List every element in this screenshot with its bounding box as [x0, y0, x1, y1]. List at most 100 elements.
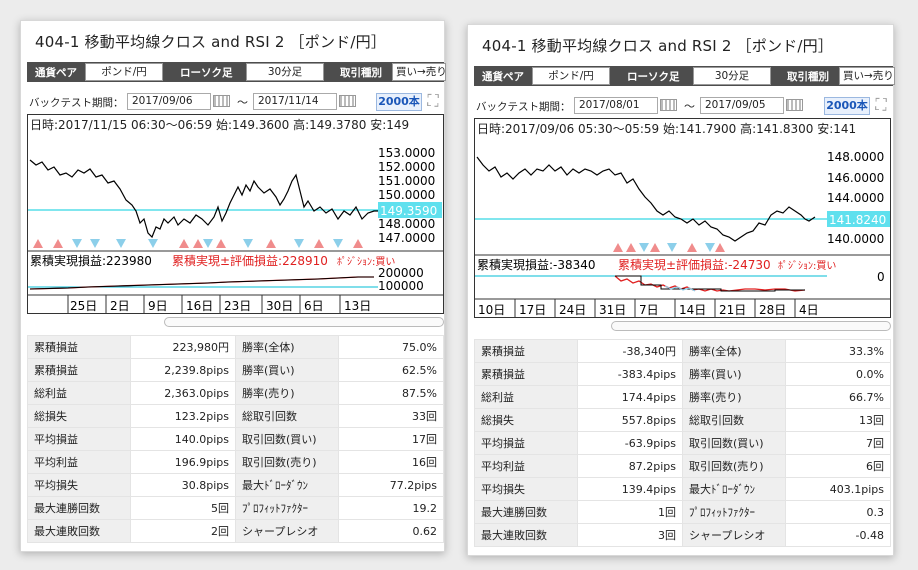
stat-value: 87.5% — [338, 381, 444, 405]
stat-value: 33.3% — [785, 339, 891, 363]
stat-key: 総取引回数 — [682, 408, 786, 432]
expand-icon[interactable]: ⛶ — [875, 95, 887, 114]
stats-row: 最大連勝回数 1回 ﾌﾟﾛﾌｨｯﾄﾌｧｸﾀｰ 0.3 — [474, 500, 891, 524]
sell-marker — [705, 243, 715, 252]
stats-row: 平均損益 -63.9pips 取引回数(買い) 7回 — [474, 431, 891, 455]
sell-marker — [116, 239, 126, 248]
backtest-period-row: バックテスト期間： 2017/09/06 〜 2017/11/14 2000本 … — [27, 91, 442, 113]
buy-marker — [33, 239, 43, 248]
stats-row: 累積損益 -383.4pips 勝率(買い) 0.0% — [474, 362, 891, 386]
chart-svg: 148.0000 146.0000 144.0000 140.0000 141.… — [475, 150, 890, 317]
stat-key: シャープレシオ — [235, 519, 339, 543]
sell-marker — [148, 239, 158, 248]
stat-value: 0.0% — [785, 362, 891, 386]
buy-marker — [216, 239, 226, 248]
price-line — [476, 156, 816, 242]
stat-key: 平均損失 — [474, 477, 578, 501]
candle-select[interactable]: 30分足 — [693, 67, 771, 85]
stat-value: -38,340円 — [577, 339, 683, 363]
stats-table: 累積損益 223,980円 勝率(全体) 75.0% 累積損益 2,239.8pips 勝率… — [27, 335, 444, 543]
date-tick: 10日 — [478, 303, 505, 317]
pnl-axis-label: 100000 — [378, 279, 424, 293]
date-tick: 16日 — [186, 299, 213, 313]
expand-icon[interactable]: ⛶ — [427, 91, 439, 110]
date-from-input[interactable]: 2017/08/01 — [574, 97, 658, 114]
calendar-icon[interactable] — [660, 99, 677, 111]
stat-key: 取引回数(売り) — [235, 450, 339, 474]
date-tick: 6日 — [304, 299, 324, 313]
panel-title: 404-1 移動平均線クロス and RSI 2 ［ポンド/円］ — [482, 37, 834, 55]
stat-key: 総損失 — [474, 408, 578, 432]
stat-key: 勝率(買い) — [682, 362, 786, 386]
stats-row: 総利益 2,363.0pips 勝率(売り) 87.5% — [27, 381, 444, 405]
stat-value: 87.2pips — [577, 454, 683, 478]
stat-value: 7回 — [785, 431, 891, 455]
price-axis-label: 146.0000 — [827, 171, 884, 185]
date-tick: 14日 — [679, 303, 706, 317]
settings-bar: 通貨ペア ポンド/円 ローソク足 30分足 取引種別 買い→売り — [27, 62, 446, 82]
buy-marker — [626, 243, 636, 252]
position-label: ﾎﾟｼﾞｼｮﾝ:買い — [337, 256, 395, 268]
stat-key: 累積損益 — [27, 335, 131, 359]
stats-row: 平均損失 139.4pips 最大ﾄﾞﾛｰﾀﾞｳﾝ 403.1pips — [474, 477, 891, 501]
stat-value: 557.8pips — [577, 408, 683, 432]
stat-value: -63.9pips — [577, 431, 683, 455]
pnl-label: 累積実現損益:223980 — [30, 253, 152, 268]
pair-select[interactable]: ポンド/円 — [85, 63, 163, 81]
stat-key: ﾌﾟﾛﾌｨｯﾄﾌｧｸﾀｰ — [235, 496, 339, 520]
stat-key: 勝率(全体) — [682, 339, 786, 363]
stat-key: 総利益 — [27, 381, 131, 405]
stats-row: 平均利益 87.2pips 取引回数(売り) 6回 — [474, 454, 891, 478]
backtest-period-row: バックテスト期間： 2017/08/01 〜 2017/09/05 2000本 … — [474, 95, 891, 117]
stat-value: 2回 — [130, 519, 236, 543]
trade-markers — [613, 243, 725, 252]
stats-table: 累積損益 -38,340円 勝率(全体) 33.3% 累積損益 -383.4pips 勝率(… — [474, 339, 891, 547]
date-tick: 30日 — [266, 299, 293, 313]
stat-value: -383.4pips — [577, 362, 683, 386]
stats-row: 平均損益 140.0pips 取引回数(買い) 17回 — [27, 427, 444, 451]
stat-key: 取引回数(売り) — [682, 454, 786, 478]
chart-svg: 153.0000 152.0000 151.0000 150.0000 148.… — [28, 146, 443, 313]
backtest-panel-left: 404-1 移動平均線クロス and RSI 2 ［ポンド/円］ 通貨ペア ポン… — [20, 20, 446, 552]
trade-type-select[interactable]: 買い→売り — [392, 63, 446, 81]
candle-select[interactable]: 30分足 — [246, 63, 324, 81]
buy-marker — [193, 239, 203, 248]
buy-marker — [53, 239, 63, 248]
calendar-icon[interactable] — [786, 99, 803, 111]
trade-type-label: 取引種別 — [787, 71, 829, 83]
stat-value: 5回 — [130, 496, 236, 520]
date-to-input[interactable]: 2017/11/14 — [253, 93, 337, 110]
chart-scrollbar[interactable] — [164, 317, 444, 327]
stat-key: ﾌﾟﾛﾌｨｯﾄﾌｧｸﾀｰ — [682, 500, 786, 524]
stat-key: 勝率(売り) — [235, 381, 339, 405]
bar-count-button[interactable]: 2000本 — [376, 93, 422, 111]
stats-row: 平均損失 30.8pips 最大ﾄﾞﾛｰﾀﾞｳﾝ 77.2pips — [27, 473, 444, 497]
pnl-axis-label: 200000 — [378, 266, 424, 280]
calendar-icon[interactable] — [339, 95, 356, 107]
stat-value: 403.1pips — [785, 477, 891, 501]
trade-type-select[interactable]: 買い→売り — [839, 67, 895, 85]
candle-label: ローソク足 — [627, 71, 680, 83]
calendar-icon[interactable] — [213, 95, 230, 107]
bar-count-button[interactable]: 2000本 — [824, 97, 870, 115]
chart-scrollbar[interactable] — [611, 321, 891, 331]
date-to-input[interactable]: 2017/09/05 — [700, 97, 784, 114]
stat-key: 最大ﾄﾞﾛｰﾀﾞｳﾝ — [235, 473, 339, 497]
stat-value: 16回 — [338, 450, 444, 474]
price-chart[interactable]: 日時:2017/09/06 05:30〜05:59 始:141.7900 高:1… — [474, 118, 891, 318]
stat-key: 平均利益 — [27, 450, 131, 474]
price-chart[interactable]: 日時:2017/11/15 06:30〜06:59 始:149.3600 高:1… — [27, 114, 444, 314]
stat-value: 33回 — [338, 404, 444, 428]
stat-key: 平均損失 — [27, 473, 131, 497]
buy-marker — [179, 239, 189, 248]
pair-select[interactable]: ポンド/円 — [532, 67, 610, 85]
stat-value: 3回 — [577, 523, 683, 547]
sell-marker — [90, 239, 100, 248]
trade-type-label: 取引種別 — [340, 67, 382, 79]
backtest-period-label: バックテスト期間： — [476, 101, 571, 113]
stat-value: 19.2 — [338, 496, 444, 520]
date-from-input[interactable]: 2017/09/06 — [127, 93, 211, 110]
price-axis-label: 140.0000 — [827, 232, 884, 246]
stat-key: シャープレシオ — [682, 523, 786, 547]
stats-row: 累積損益 2,239.8pips 勝率(買い) 62.5% — [27, 358, 444, 382]
